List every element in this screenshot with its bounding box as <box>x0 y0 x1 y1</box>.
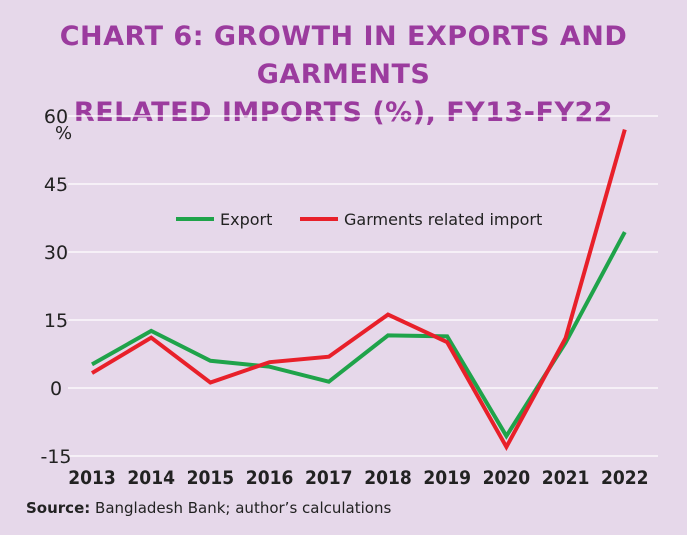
source-note: Source: Bangladesh Bank; author’s calcul… <box>26 499 391 517</box>
x-axis-tick-labels: 2013 2014 2015 2016 2017 2018 2019 2020 2021 2022 <box>68 467 648 489</box>
x-tick-label: 2017 <box>305 467 353 489</box>
y-tick-label: 0 <box>50 378 62 400</box>
x-tick-label: 2022 <box>601 467 649 489</box>
y-tick-label: -15 <box>40 446 71 468</box>
y-tick-label: 30 <box>44 242 68 264</box>
legend-label: Export <box>220 210 272 229</box>
chart-legend: Export Garments related import <box>176 210 542 229</box>
x-tick-label: 2021 <box>542 467 590 489</box>
x-tick-label: 2015 <box>187 467 235 489</box>
source-text: Bangladesh Bank; author’s calculations <box>95 499 392 517</box>
y-tick-label: 60 <box>44 106 68 128</box>
x-tick-label: 2013 <box>68 467 116 489</box>
data-series <box>90 129 627 452</box>
x-tick-label: 2020 <box>483 467 531 489</box>
x-tick-label: 2014 <box>127 467 175 489</box>
x-tick-label: 2018 <box>364 467 412 489</box>
y-tick-label: 15 <box>44 310 68 332</box>
y-axis-tick-labels: 60 45 30 15 0 -15 <box>40 106 71 468</box>
chart-title-line-1: CHART 6: GROWTH IN EXPORTS AND GARMENTS <box>59 21 628 90</box>
x-tick-label: 2016 <box>246 467 294 489</box>
legend-label: Garments related import <box>344 210 542 229</box>
source-label: Source: <box>26 499 91 517</box>
y-tick-label: 45 <box>44 174 68 196</box>
chart-title: CHART 6: GROWTH IN EXPORTS AND GARMENTS … <box>0 18 687 132</box>
x-tick-label: 2019 <box>423 467 471 489</box>
gridlines <box>68 115 658 457</box>
series-line-garments-related-import <box>90 129 627 452</box>
y-axis-unit-label: % <box>55 123 72 144</box>
chart-title-line-2: RELATED IMPORTS (%), FY13-FY22 <box>73 97 614 128</box>
